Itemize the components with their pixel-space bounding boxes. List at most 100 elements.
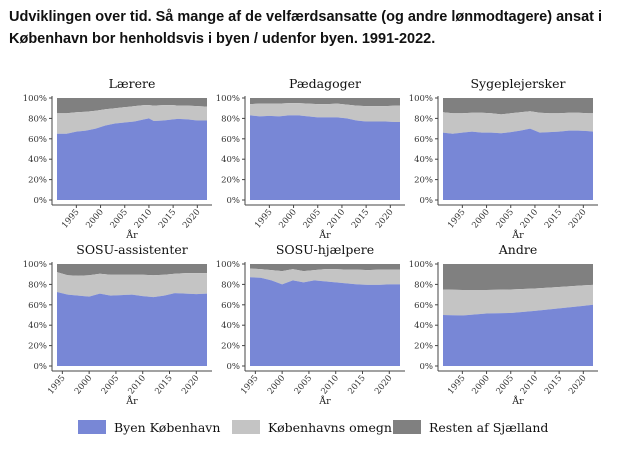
y-tick-label: 40%: [221, 155, 240, 165]
x-tick-label: 2005: [293, 374, 315, 397]
x-axis-label: År: [318, 395, 331, 407]
x-tick-label: 2015: [543, 374, 565, 397]
x-tick-label: 2005: [494, 208, 516, 231]
y-tick-label: 0%: [34, 362, 48, 372]
y-tick-label: 40%: [414, 155, 433, 165]
x-axis-label: År: [511, 229, 524, 241]
y-tick-label: 60%: [221, 135, 240, 145]
x-tick-label: 2000: [84, 208, 106, 231]
x-tick-label: 2000: [73, 374, 95, 397]
x-tick-label: 1995: [253, 208, 275, 231]
area-byen-koebenhavn: [443, 128, 593, 200]
y-tick-label: 20%: [28, 342, 47, 352]
x-axis-label: År: [318, 229, 331, 241]
panel-1: 0% 20% 40% 60% 80% 100% 1995 2000 2005 2010 2015 20…: [23, 76, 212, 241]
y-tick-label: 0%: [420, 362, 434, 372]
area-koebenhavns-omegn: [57, 105, 207, 134]
x-tick-label: 2005: [108, 208, 130, 231]
x-tick-label: 2010: [133, 208, 155, 231]
panel-title: Sygeplejersker: [470, 76, 565, 91]
x-tick-label: 1995: [239, 374, 261, 397]
panel-2: 0% 20% 40% 60% 80% 100% 1995 2000 2005 2010 2015 20…: [216, 76, 405, 241]
x-tick-label: 2000: [266, 374, 288, 397]
area-byen-koebenhavn: [443, 304, 593, 366]
x-tick-label: 2010: [326, 208, 348, 231]
area-resten-af-sjaelland: [57, 264, 207, 276]
x-tick-label: 2010: [319, 374, 341, 397]
x-tick-label: 1995: [446, 374, 468, 397]
y-tick-label: 100%: [23, 94, 47, 104]
x-tick-label: 2010: [519, 208, 541, 231]
x-axis-label: År: [511, 395, 524, 407]
y-tick-label: 80%: [28, 280, 47, 290]
area-koebenhavns-omegn: [250, 103, 400, 122]
y-tick-label: 60%: [221, 301, 240, 311]
x-tick-label: 2015: [350, 208, 372, 231]
legend-swatch: [232, 420, 260, 434]
x-tick-label: 2020: [374, 208, 396, 231]
x-tick-label: 2020: [180, 374, 202, 397]
y-tick-label: 40%: [28, 321, 47, 331]
area-koebenhavns-omegn: [57, 272, 207, 298]
x-tick-label: 2015: [153, 374, 175, 397]
panel-title: SOSU-hjælpere: [276, 242, 374, 257]
area-koebenhavns-omegn: [443, 111, 593, 134]
area-resten-af-sjaelland: [443, 98, 593, 115]
legend-swatch: [78, 420, 106, 434]
x-axis-label: År: [125, 395, 138, 407]
y-tick-label: 40%: [414, 321, 433, 331]
x-tick-label: 2015: [346, 374, 368, 397]
y-tick-label: 60%: [28, 301, 47, 311]
x-tick-label: 2005: [301, 208, 323, 231]
y-tick-label: 100%: [409, 260, 433, 270]
y-tick-label: 20%: [414, 342, 433, 352]
y-tick-label: 20%: [221, 342, 240, 352]
y-tick-label: 100%: [409, 94, 433, 104]
x-tick-label: 2010: [126, 374, 148, 397]
y-tick-label: 20%: [28, 176, 47, 186]
panel-title: Pædagoger: [289, 76, 361, 91]
area-koebenhavns-omegn: [250, 268, 400, 285]
y-tick-label: 40%: [28, 155, 47, 165]
x-tick-label: 2020: [373, 374, 395, 397]
y-tick-label: 0%: [227, 196, 241, 206]
x-tick-label: 1995: [446, 208, 468, 231]
y-tick-label: 80%: [221, 114, 240, 124]
x-tick-label: 2020: [567, 374, 589, 397]
x-tick-label: 2005: [494, 374, 516, 397]
legend-label: Resten af Sjælland: [429, 420, 548, 435]
legend: Byen København Københavns omegn Resten af …: [78, 420, 548, 435]
legend-label: Københavns omegn: [268, 420, 392, 435]
x-tick-label: 1995: [46, 374, 68, 397]
x-tick-label: 2010: [519, 374, 541, 397]
x-axis-label: År: [125, 229, 138, 241]
y-tick-label: 40%: [221, 321, 240, 331]
panel-title: SOSU-assistenter: [76, 242, 187, 257]
y-tick-label: 0%: [34, 196, 48, 206]
chart-title: Udviklingen over tid. Så mange af de vel…: [9, 9, 603, 47]
x-tick-label: 2020: [181, 208, 203, 231]
area-byen-koebenhavn: [57, 118, 207, 200]
y-tick-label: 100%: [216, 260, 240, 270]
area-byen-koebenhavn: [250, 277, 400, 366]
y-tick-label: 80%: [414, 114, 433, 124]
area-koebenhavns-omegn: [443, 284, 593, 316]
y-tick-label: 20%: [221, 176, 240, 186]
area-byen-koebenhavn: [57, 292, 207, 366]
area-resten-af-sjaelland: [250, 264, 400, 272]
y-tick-label: 0%: [420, 196, 434, 206]
x-tick-label: 2000: [470, 374, 492, 397]
x-tick-label: 2015: [543, 208, 565, 231]
x-tick-label: 2015: [157, 208, 179, 231]
y-tick-label: 60%: [28, 135, 47, 145]
y-tick-label: 80%: [28, 114, 47, 124]
x-tick-label: 2000: [277, 208, 299, 231]
y-tick-label: 80%: [414, 280, 433, 290]
legend-label: Byen København: [114, 420, 220, 435]
y-tick-label: 60%: [414, 135, 433, 145]
x-tick-label: 2000: [470, 208, 492, 231]
area-resten-af-sjaelland: [443, 264, 593, 291]
area-byen-koebenhavn: [250, 115, 400, 200]
y-tick-label: 100%: [216, 94, 240, 104]
